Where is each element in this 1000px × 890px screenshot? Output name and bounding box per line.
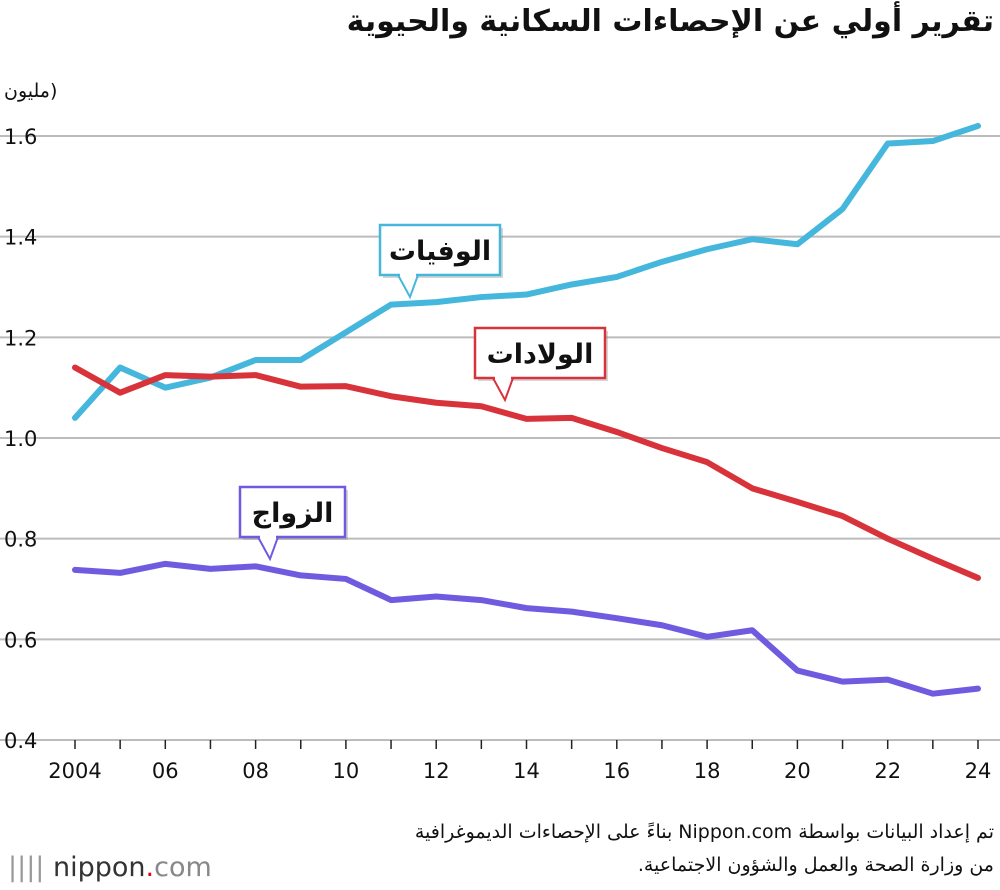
logo-dot: . <box>145 852 155 883</box>
callout-0: الوفيات <box>378 223 503 300</box>
y-axis-ticks: 0.4 0.6 0.8 1.0 1.2 1.4 1.6 <box>4 125 37 753</box>
chart-title: تقرير أولي عن الإحصاءات السكانية والحيوي… <box>346 4 994 39</box>
series-line-1 <box>72 364 981 581</box>
x-tick-label: 20 <box>784 759 811 783</box>
line-chart: 0.4 0.6 0.8 1.0 1.2 1.4 1.6 2004 06 08 10 12 14 16 18… <box>0 122 1000 783</box>
logo-tld: com <box>154 852 212 883</box>
series-label-0: الوفيات <box>389 236 491 267</box>
x-tick-label: 08 <box>242 759 269 783</box>
series-label-1: الولادات <box>487 339 594 370</box>
y-axis-unit-label: (مليون <box>4 80 58 102</box>
source-line-2: من وزارة الصحة والعمل والشؤون الاجتماعية… <box>637 854 994 876</box>
callout-pointer <box>256 536 280 562</box>
x-tick-label: 24 <box>965 759 992 783</box>
y-tick-label: 0.4 <box>4 729 37 753</box>
x-tick-label: 06 <box>152 759 179 783</box>
y-tick-label: 1.6 <box>4 125 37 149</box>
y-tick-label: 0.8 <box>4 528 37 552</box>
source-line-1: تم إعداد البيانات بواسطة Nippon.com بناء… <box>414 821 994 843</box>
series-line-0 <box>72 122 981 421</box>
callout-box <box>473 326 607 380</box>
logo-mark: |||| <box>8 852 45 883</box>
x-tick-label: 18 <box>694 759 721 783</box>
callout-1: الولادات <box>473 326 608 403</box>
x-tick-label: 12 <box>423 759 450 783</box>
y-tick-label: 1.2 <box>4 326 37 350</box>
callout-pointer <box>491 377 515 403</box>
source-note: تم إعداد البيانات بواسطة Nippon.com بناء… <box>214 816 994 882</box>
x-tick-label: 22 <box>874 759 901 783</box>
x-tick-label: 2004 <box>48 759 101 783</box>
x-tick-label: 10 <box>333 759 360 783</box>
x-tick-label: 14 <box>513 759 540 783</box>
callout-pointer <box>396 274 420 300</box>
y-tick-label: 0.6 <box>4 628 37 652</box>
series-lines <box>72 122 981 697</box>
y-tick-label: 1.0 <box>4 427 37 451</box>
x-tick-label: 16 <box>603 759 630 783</box>
series-label-2: الزواج <box>252 498 334 529</box>
y-tick-label: 1.4 <box>4 226 37 250</box>
x-axis-ticks: 2004 06 08 10 12 14 16 18 20 22 24 <box>48 740 991 783</box>
logo-name: nippon <box>52 852 146 883</box>
series-line-2 <box>72 560 981 697</box>
callout-box <box>378 223 502 277</box>
nippon-logo: |||| nippon.com <box>8 852 212 883</box>
callout-2: الزواج <box>238 485 348 562</box>
callout-box <box>238 485 347 539</box>
series-callouts: الوفيات الولادات الزواج <box>238 223 608 562</box>
